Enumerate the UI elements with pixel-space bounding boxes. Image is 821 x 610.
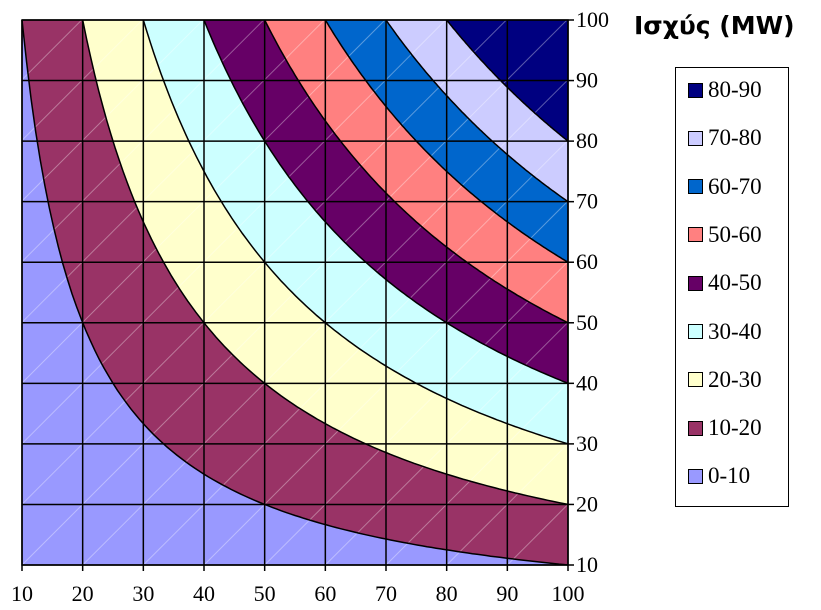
x-tick-label: 60 <box>314 581 336 606</box>
y-tick-label: 30 <box>576 431 598 456</box>
legend-swatch <box>688 324 703 339</box>
hatch-line <box>22 20 325 324</box>
hatch-line <box>22 20 568 565</box>
x-tick-label: 70 <box>375 581 397 606</box>
legend-label: 80-90 <box>708 77 762 102</box>
legend-label: 50-60 <box>708 221 762 247</box>
y-tick-label: 70 <box>576 189 598 214</box>
legend-item: 60-70 <box>688 173 762 199</box>
legend-label: 30-40 <box>708 318 762 344</box>
legend-item: 70-80 <box>688 126 762 150</box>
legend-swatch <box>688 179 703 195</box>
x-tick-label: 30 <box>132 581 154 606</box>
chart-title: Ισχύς (MW) <box>634 11 795 40</box>
x-tick-label: 10 <box>11 581 33 606</box>
contour-line-30 <box>142 19 569 445</box>
legend-label: 10-20 <box>708 415 762 441</box>
x-tick-label: 50 <box>254 581 276 606</box>
hatch-line <box>203 200 568 565</box>
x-tick-label: 20 <box>72 581 94 606</box>
y-tick-label: 20 <box>576 491 598 516</box>
legend-swatch <box>688 372 703 388</box>
hatch-line <box>446 442 568 565</box>
legend-item: 10-20 <box>688 416 762 440</box>
y-tick-label: 60 <box>576 249 598 274</box>
legend-item: 80-90 <box>688 78 762 102</box>
hatch-line <box>22 20 447 445</box>
legend-swatch <box>688 82 703 98</box>
legend-item: 20-30 <box>688 366 762 392</box>
x-tick-label: 100 <box>552 581 585 606</box>
hatch-line <box>264 260 568 565</box>
legend-label: 0-10 <box>708 463 751 489</box>
hatch-line <box>82 78 568 565</box>
hatch-line <box>22 20 507 506</box>
y-tick-label: 40 <box>576 370 598 395</box>
legend-label: 20-30 <box>708 366 762 392</box>
y-tick-label: 80 <box>576 128 598 153</box>
x-tick-label: 40 <box>193 581 215 606</box>
hatch-line <box>324 321 568 565</box>
legend-swatch <box>688 130 703 146</box>
legend-swatch <box>688 227 703 243</box>
legend-item: 30-40 <box>688 318 762 344</box>
plot-frame <box>21 19 569 566</box>
legend-label: 40-50 <box>708 270 762 296</box>
x-tick-label: 90 <box>496 581 518 606</box>
axis-ticks: 10 20 30 40 50 60 70 80 90 100 10 20 30 40 50 60 70 80 90 1… <box>11 7 609 606</box>
legend-item: 0-10 <box>688 464 750 488</box>
y-tick-label: 50 <box>576 310 598 335</box>
hatch-line <box>22 20 204 202</box>
legend-swatch <box>688 275 703 291</box>
y-tick-label: 100 <box>576 7 609 32</box>
hatch-line <box>22 20 265 263</box>
contour-line-70 <box>385 19 569 203</box>
legend-swatch <box>688 468 703 484</box>
hatch-line <box>22 20 386 384</box>
contour-line-50 <box>264 19 569 324</box>
legend-item: 40-50 <box>688 271 762 295</box>
hatch-line <box>385 382 568 565</box>
legend-item: 50-60 <box>688 221 762 247</box>
legend-swatch <box>688 420 703 436</box>
legend: 80-90 70-80 60-70 50-60 40-50 30-40 20-30 10-20… <box>675 67 789 507</box>
hatch-line <box>22 20 143 142</box>
y-tick-label: 10 <box>576 552 598 577</box>
legend-label: 70-80 <box>708 125 762 151</box>
x-tick-label: 80 <box>436 581 458 606</box>
hatch-line <box>0 20 21 565</box>
legend-label: 60-70 <box>708 173 762 199</box>
hatch-line <box>142 139 568 565</box>
hatch-pattern <box>0 20 568 565</box>
y-tick-label: 90 <box>576 68 598 93</box>
